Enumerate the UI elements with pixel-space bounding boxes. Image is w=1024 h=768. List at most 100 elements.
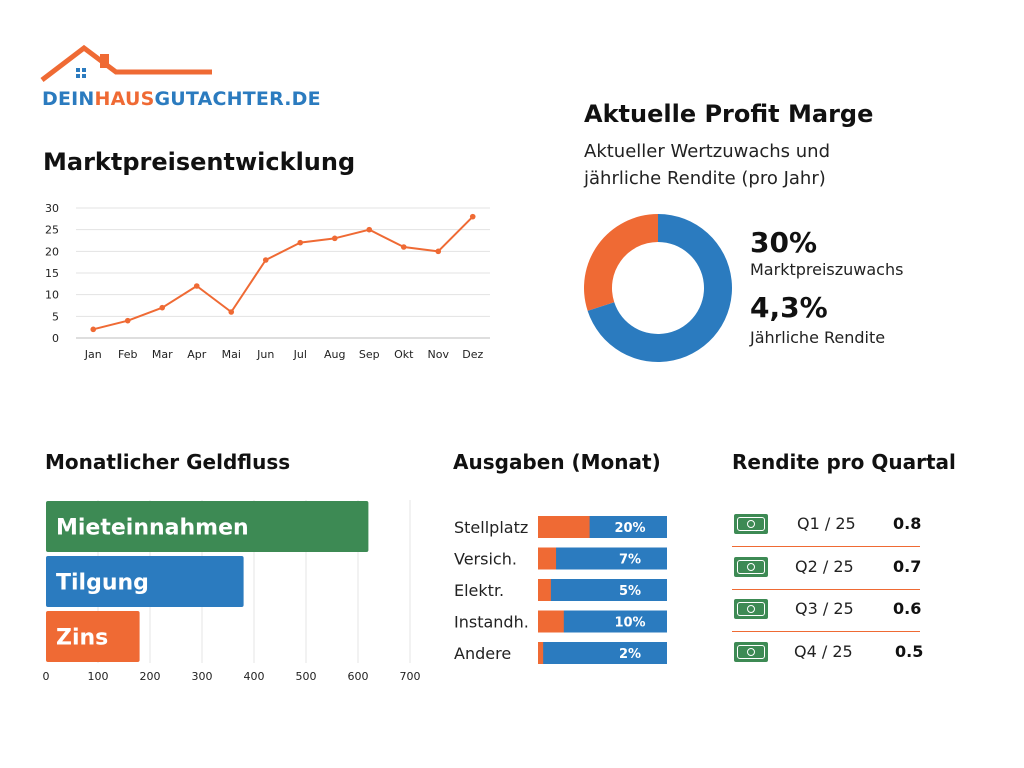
data-point	[400, 244, 407, 250]
cashflow-chart: 0 100 200 300 400 500 600 700 Mieteinnahmen Tilgu…	[43, 500, 421, 683]
profit-subtitle-line-2: jährliche Rendite (pro Jahr)	[584, 168, 826, 189]
quarter-value: 0.7	[893, 557, 922, 576]
x-tick-label: Feb	[118, 348, 137, 361]
logo-text: DEINHAUSGUTACHTER.DE	[42, 88, 321, 110]
donut-slice	[584, 214, 658, 311]
cashflow-title: Monatlicher Geldfluss	[45, 450, 291, 474]
logo-part-2: HAUS	[94, 88, 155, 110]
quarter-separator	[732, 589, 920, 590]
bar	[46, 556, 244, 607]
data-point	[435, 248, 442, 255]
x-tick-label: 300	[192, 670, 213, 683]
data-point	[193, 283, 200, 289]
stat-2-label: Jährliche Rendite	[750, 328, 886, 347]
bar-share	[538, 547, 557, 570]
bar-share	[538, 579, 551, 601]
stat-1-value: 30%	[750, 226, 818, 259]
x-tick-label: Aug	[324, 348, 345, 361]
bar-share	[538, 642, 544, 664]
x-tick-label: 400	[244, 670, 265, 683]
bar	[46, 611, 140, 662]
bar-label: Tilgung	[56, 571, 149, 596]
data-point	[366, 226, 373, 233]
x-tick-label: Jan	[84, 348, 102, 361]
y-tick-label: 30	[45, 202, 59, 215]
quarter-label: Q4 / 25	[794, 642, 853, 661]
x-tick-label: 700	[400, 670, 421, 683]
y-tick-label: 15	[45, 267, 59, 280]
quarter-label: Q2 / 25	[795, 557, 854, 576]
y-tick-label: 0	[52, 332, 59, 345]
x-tick-label: Jun	[256, 348, 274, 361]
category-label: Versich.	[454, 550, 517, 569]
cash-icon	[734, 514, 768, 534]
x-tick-label: Nov	[428, 348, 450, 361]
profit-subtitle-line-1: Aktueller Wertzuwachs und	[584, 141, 831, 162]
x-tick-label: Jul	[293, 348, 307, 361]
logo-part-3: GUTACHTER.DE	[154, 88, 321, 110]
quarter-separator	[732, 631, 920, 632]
data-point	[331, 235, 338, 242]
x-tick-label: 0	[43, 670, 50, 683]
bar-share	[538, 516, 590, 538]
x-tick-label: 600	[348, 670, 369, 683]
category-label: Stellplatz	[454, 518, 528, 537]
y-tick-label: 25	[45, 224, 59, 237]
bar-remainder	[538, 642, 667, 664]
bar-remainder	[538, 579, 667, 601]
expenses-chart: Stellplatz 20% Versich. 7% Elektr. 5% Instandh…	[454, 516, 667, 664]
stat-2-value: 4,3%	[750, 291, 828, 324]
bar-label: Mieteinnahmen	[56, 516, 249, 541]
category-label: Elektr.	[454, 581, 504, 600]
quarter-value: 0.5	[895, 642, 924, 661]
x-tick-label: Mar	[152, 348, 173, 361]
data-point	[90, 326, 97, 333]
x-tick-label: 100	[88, 670, 109, 683]
bar-value-label: 20%	[614, 521, 645, 536]
data-point	[124, 317, 131, 324]
stat-1-label: Marktpreiszuwachs	[750, 260, 904, 279]
bar-value-label: 7%	[619, 553, 641, 568]
x-tick-label: Dez	[462, 348, 483, 361]
quarter-label: Q3 / 25	[795, 599, 854, 618]
bar	[46, 501, 369, 552]
y-tick-label: 10	[45, 289, 59, 302]
cash-icon	[734, 642, 768, 662]
y-tick-label: 5	[52, 310, 59, 323]
logo-house-icon	[40, 44, 212, 82]
cash-icon	[734, 557, 768, 577]
data-point	[297, 239, 304, 246]
x-tick-label: 200	[140, 670, 161, 683]
data-point	[469, 213, 476, 220]
bar-value-label: 2%	[619, 647, 641, 662]
cash-icon	[734, 599, 768, 619]
x-tick-label: Sep	[359, 348, 380, 361]
quarter-value: 0.8	[893, 514, 922, 533]
bar-remainder	[538, 610, 667, 633]
quarter-separator	[732, 546, 920, 547]
bar-share	[538, 610, 564, 633]
category-label: Andere	[454, 644, 511, 663]
bar-label: Zins	[56, 626, 108, 651]
line-chart: 0 5 10 15 20 25 30 Jan Feb Mar Apr Mai Jun Jul Aug Sep O…	[45, 202, 490, 361]
y-tick-label: 20	[45, 245, 59, 258]
donut-slice	[587, 214, 732, 362]
data-point	[228, 309, 235, 315]
quarter-value: 0.6	[893, 599, 922, 618]
x-tick-label: 500	[296, 670, 317, 683]
logo-part-1: DEIN	[42, 88, 95, 110]
line-chart-title: Marktpreisentwicklung	[43, 148, 356, 176]
profit-subtitle: Aktueller Wertzuwachs und jährliche Rend…	[584, 138, 984, 192]
data-point	[262, 257, 269, 263]
quarter-label: Q1 / 25	[797, 514, 856, 533]
category-label: Instandh.	[454, 613, 529, 632]
bar-value-label: 5%	[619, 584, 641, 599]
bar-remainder	[538, 547, 667, 570]
series-line	[93, 215, 474, 331]
donut-chart	[584, 214, 732, 362]
expenses-title: Ausgaben (Monat)	[453, 450, 661, 474]
profit-title: Aktuelle Profit Marge	[584, 100, 874, 128]
x-tick-label: Okt	[394, 348, 414, 361]
bar-value-label: 10%	[614, 616, 645, 631]
x-tick-label: Apr	[187, 348, 207, 361]
